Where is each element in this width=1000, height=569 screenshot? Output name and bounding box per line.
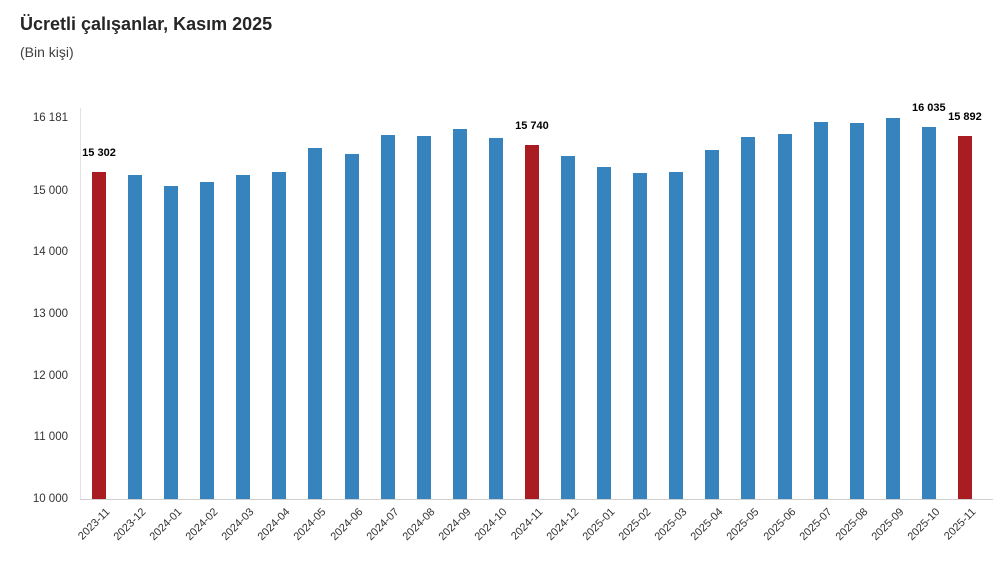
bar-2025-06[interactable] bbox=[777, 133, 792, 499]
bar-2024-05[interactable] bbox=[308, 147, 323, 499]
bar-2025-09[interactable] bbox=[885, 118, 900, 499]
bar-2025-11[interactable] bbox=[957, 135, 972, 499]
bar-2024-07[interactable] bbox=[380, 135, 395, 499]
y-tick-label-12000: 12 000 bbox=[32, 369, 68, 382]
bar-2025-10[interactable] bbox=[921, 126, 936, 499]
y-tick-label-13000: 13 000 bbox=[32, 308, 68, 321]
data-label-2025-11: 15 892 bbox=[948, 110, 982, 123]
bar-2024-10[interactable] bbox=[488, 137, 503, 499]
y-tick-label-14000: 14 000 bbox=[32, 246, 68, 259]
y-tick-label-10000: 10 000 bbox=[32, 493, 68, 505]
bar-2024-06[interactable] bbox=[344, 154, 359, 499]
bar-2025-04[interactable] bbox=[705, 150, 720, 499]
x-axis-line bbox=[80, 499, 993, 500]
y-tick-label-16181: 16 181 bbox=[32, 112, 68, 124]
bar-2024-01[interactable] bbox=[164, 185, 179, 499]
bar-2023-12[interactable] bbox=[128, 175, 143, 499]
y-axis-line bbox=[80, 108, 81, 499]
bar-2025-08[interactable] bbox=[849, 123, 864, 499]
bar-2024-11[interactable] bbox=[524, 145, 539, 499]
bar-2024-04[interactable] bbox=[272, 172, 287, 499]
bar-2024-08[interactable] bbox=[416, 135, 431, 499]
data-label-2024-11: 15 740 bbox=[515, 120, 549, 133]
bar-2024-02[interactable] bbox=[200, 181, 215, 499]
page-subtitle: (Bin kişi) bbox=[20, 44, 74, 60]
data-label-2025-10: 16 035 bbox=[912, 101, 946, 114]
bar-2025-03[interactable] bbox=[669, 171, 684, 499]
data-label-2023-11: 15 302 bbox=[82, 147, 116, 160]
bar-2024-09[interactable] bbox=[452, 129, 467, 499]
bar-2024-03[interactable] bbox=[236, 175, 251, 499]
y-tick-label-15000: 15 000 bbox=[32, 184, 68, 197]
bar-2025-02[interactable] bbox=[633, 173, 648, 499]
page-title: Ücretli çalışanlar, Kasım 2025 bbox=[20, 14, 273, 34]
bar-2025-05[interactable] bbox=[741, 136, 756, 499]
bar-2025-07[interactable] bbox=[813, 122, 828, 499]
bar-2024-12[interactable] bbox=[561, 155, 576, 499]
bar-2025-01[interactable] bbox=[597, 166, 612, 499]
y-tick-label-11000: 11 000 bbox=[33, 431, 68, 444]
bar-2023-11[interactable] bbox=[92, 172, 106, 499]
